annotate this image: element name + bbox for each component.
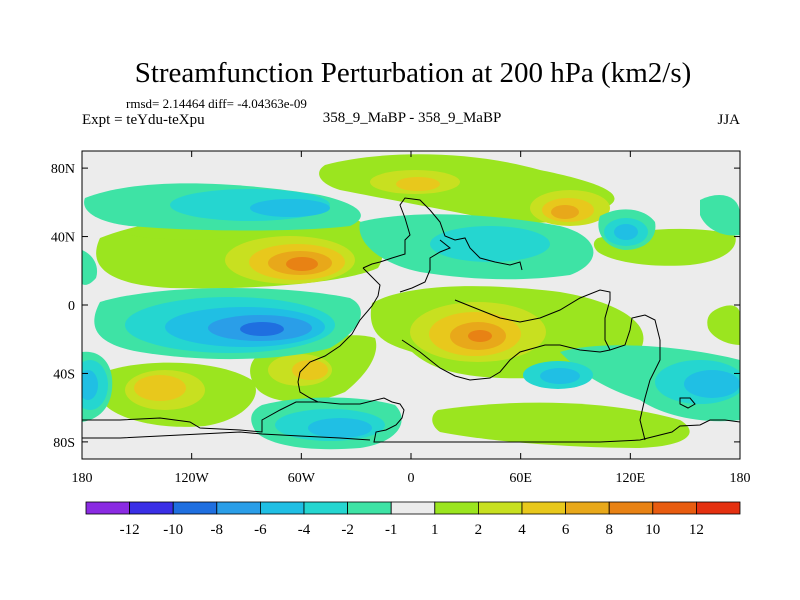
colorbar-swatch	[172, 501, 218, 515]
colorbar-swatch	[477, 501, 523, 515]
colorbar-label: -12	[120, 522, 140, 538]
coastline-asia-east	[454, 289, 661, 441]
colorbar-label: -8	[211, 522, 224, 538]
colorbar-label: 2	[475, 522, 483, 538]
colorbar-swatch	[216, 501, 261, 515]
neg4-pacific-north	[250, 199, 330, 217]
colorbar-swatch	[521, 501, 566, 515]
colorbar-swatch	[565, 501, 610, 515]
neg4-east-asia	[614, 224, 638, 240]
neg4-southern-ocean	[308, 418, 372, 438]
pos8-atlantic	[286, 257, 318, 271]
coastline-africa	[399, 239, 451, 293]
pos-region-southern-ocean	[432, 402, 690, 448]
colorbar-label: 4	[518, 522, 526, 538]
neg4-pacific-south	[684, 370, 740, 398]
neg4-western-pacific	[82, 370, 98, 400]
coastline-north-america	[362, 197, 523, 271]
y-tick-label: 0	[68, 299, 75, 314]
y-tick-label: 40S	[53, 367, 75, 382]
pos-region-pacific-north	[120, 228, 270, 240]
colorbar-label: 8	[605, 522, 613, 538]
colorbar-label: -10	[163, 522, 183, 538]
pos4-europe	[396, 177, 440, 191]
y-tick-label: 80N	[51, 162, 75, 177]
colorbar-swatch	[434, 501, 479, 515]
colorbar-label: -1	[385, 522, 398, 538]
x-tick-label: 180	[72, 471, 93, 486]
coastline-antarctica	[82, 397, 740, 443]
stats-label: rmsd= 2.14464 diff= -4.04363e-09	[126, 96, 307, 111]
coastline-antarctic-lower	[82, 431, 371, 441]
x-tick-label: 120W	[175, 471, 210, 486]
y-axis: 80N 40N 0 40S 80S	[51, 162, 740, 451]
colorbar-swatch	[390, 501, 436, 515]
colorbar-swatch	[347, 501, 392, 515]
contour-level-pos8	[286, 257, 492, 342]
colorbar-swatch	[652, 501, 697, 515]
x-tick-label: 60W	[288, 471, 316, 486]
colorbar: -12 -10 -8 -6 -4 -2 -1 1 2 4 6 8 10 12	[85, 501, 741, 538]
neg8-south-america	[240, 322, 284, 336]
colorbar-swatch	[259, 501, 305, 515]
x-axis: 180 120W 60W 0 60E 120E 180	[72, 151, 751, 486]
colorbar-label: -6	[254, 522, 267, 538]
neg-region-central-pacific	[82, 250, 98, 285]
pos4-south-pacific	[134, 375, 186, 401]
pos8-africa	[468, 330, 492, 342]
neg4-south-indian	[540, 368, 580, 384]
x-tick-label: 120E	[616, 471, 646, 486]
colorbar-swatch	[303, 501, 348, 515]
colorbar-swatch	[129, 501, 174, 515]
season-label: JJA	[717, 112, 740, 128]
coastline-south-america	[297, 267, 381, 403]
neg2-asia	[430, 226, 550, 262]
pos4-south-atlantic	[292, 360, 328, 380]
colorbar-swatch	[696, 501, 741, 515]
pos6-central-asia	[551, 205, 579, 219]
pos-region-indian-ocean	[707, 305, 740, 345]
colorbar-label: 1	[431, 522, 439, 538]
subtitle: 358_9_MaBP - 358_9_MaBP	[323, 110, 502, 126]
colorbar-swatch	[608, 501, 654, 515]
y-tick-label: 40N	[51, 231, 75, 246]
colorbar-label: 10	[645, 522, 660, 538]
colorbar-label: 12	[689, 522, 704, 538]
experiment-label: Expt = teYdu-teXpu	[82, 112, 205, 128]
colorbar-swatch	[85, 501, 130, 515]
coastlines	[82, 197, 740, 443]
x-tick-label: 0	[408, 471, 415, 486]
chart-title: Streamfunction Perturbation at 200 hPa (…	[135, 57, 692, 89]
contour-level-neg8	[240, 322, 284, 336]
x-tick-label: 180	[730, 471, 751, 486]
neg-region-pacific-east	[700, 195, 740, 236]
colorbar-label: -4	[298, 522, 311, 538]
colorbar-label: -2	[341, 522, 354, 538]
colorbar-label: 6	[562, 522, 570, 538]
coastline-australia	[679, 397, 696, 409]
x-tick-label: 60E	[509, 471, 532, 486]
y-tick-label: 80S	[53, 436, 75, 451]
map-area	[82, 151, 740, 459]
coastline-asia-south	[401, 339, 611, 381]
